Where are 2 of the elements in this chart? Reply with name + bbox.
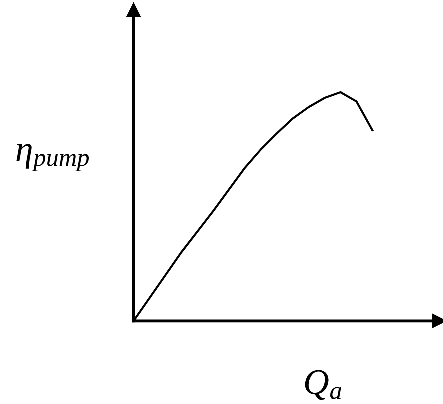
y-axis-title: η$_{pump}$ [16,144,90,172]
x-axis-title: Q$_{a}$ [305,370,342,400]
